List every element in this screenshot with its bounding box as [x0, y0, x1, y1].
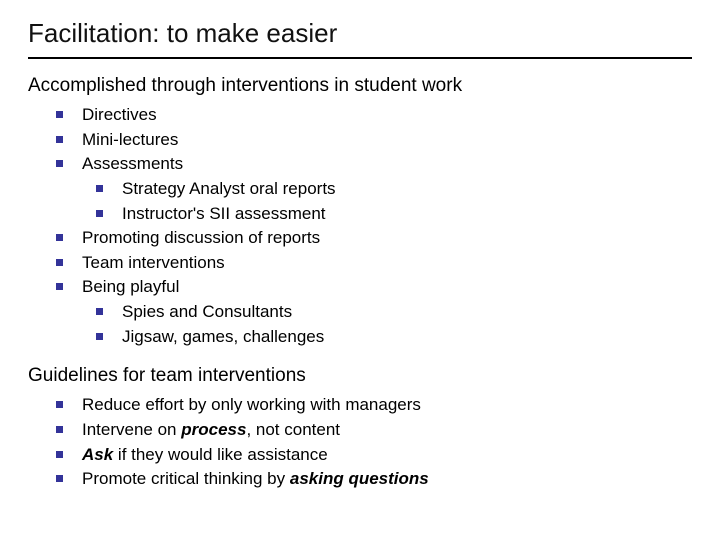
sub-bullet-list: Strategy Analyst oral reports Instructor… [56, 177, 692, 226]
list-item: Spies and Consultants [96, 300, 692, 325]
bullet-list-interventions: Directives Mini-lectures Assessments Str… [28, 103, 692, 349]
emphasis-text: asking questions [290, 469, 429, 488]
text-fragment: , not content [246, 420, 340, 439]
section-heading-interventions: Accomplished through interventions in st… [28, 75, 692, 97]
emphasis-text: process [181, 420, 246, 439]
section-heading-guidelines: Guidelines for team interventions [28, 365, 692, 387]
emphasis-text: Ask [82, 445, 113, 464]
list-item: Promote critical thinking by asking ques… [56, 467, 692, 492]
list-item: Jigsaw, games, challenges [96, 325, 692, 350]
sub-bullet-list: Spies and Consultants Jigsaw, games, cha… [56, 300, 692, 349]
list-item: Reduce effort by only working with manag… [56, 393, 692, 418]
list-item: Team interventions [56, 251, 692, 276]
text-fragment: if they would like assistance [113, 445, 328, 464]
list-item: Strategy Analyst oral reports [96, 177, 692, 202]
list-item: Promoting discussion of reports [56, 226, 692, 251]
list-item: Being playful [56, 275, 692, 300]
list-item: Intervene on process, not content [56, 418, 692, 443]
text-fragment: Promote critical thinking by [82, 469, 290, 488]
list-item: Assessments [56, 152, 692, 177]
bullet-list-guidelines: Reduce effort by only working with manag… [28, 393, 692, 492]
slide: Facilitation: to make easier Accomplishe… [0, 0, 720, 540]
list-item: Directives [56, 103, 692, 128]
text-fragment: Intervene on [82, 420, 181, 439]
list-item: Instructor's SII assessment [96, 202, 692, 227]
list-item: Mini-lectures [56, 128, 692, 153]
list-item: Ask if they would like assistance [56, 443, 692, 468]
slide-title: Facilitation: to make easier [28, 18, 692, 59]
